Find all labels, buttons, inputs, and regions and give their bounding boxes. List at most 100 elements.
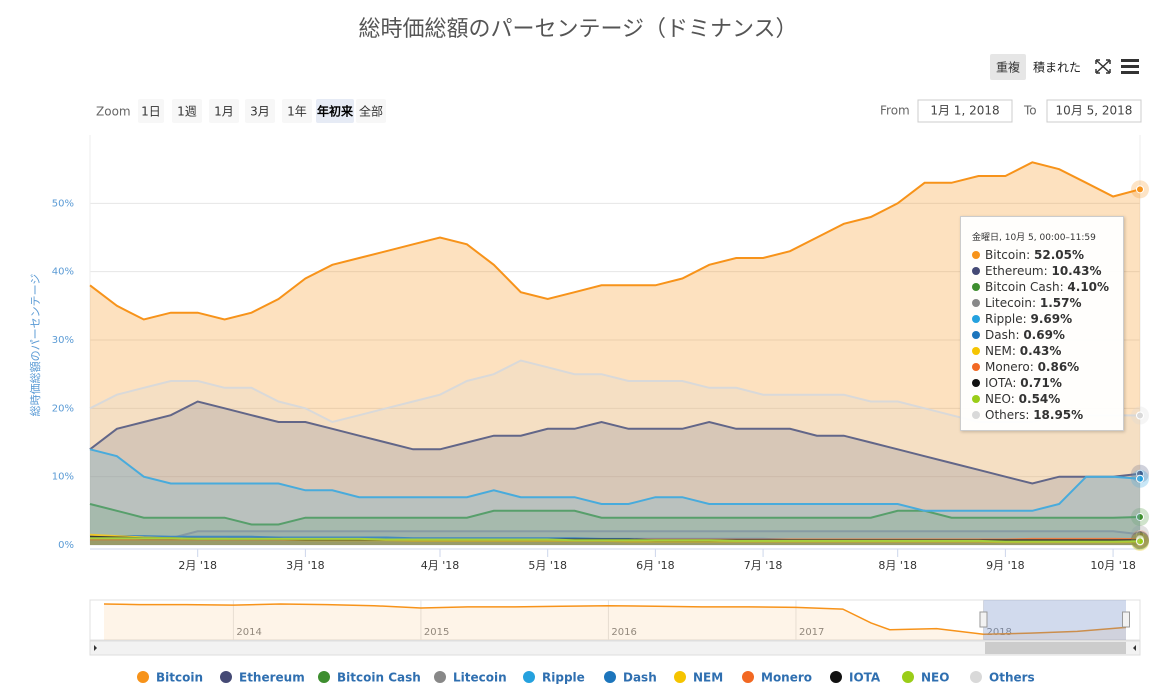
tooltip-row: Bitcoin52.05% [972, 247, 1123, 263]
tooltip-row: Bitcoin Cash4.10% [972, 279, 1123, 295]
tooltip-value: 0.69% [1023, 328, 1065, 342]
zoom-button[interactable]: 1年 [282, 99, 312, 123]
tooltip-row: Monero0.86% [972, 359, 1123, 375]
tooltip-series-name: Litecoin [985, 296, 1040, 310]
legend-label: Ripple [542, 671, 585, 685]
series-end-marker [1136, 512, 1144, 521]
mode-button[interactable]: 積まれた [1030, 54, 1084, 80]
series-line [90, 537, 1141, 543]
zoom-button[interactable]: 1日 [138, 99, 164, 123]
zoom-button[interactable]: 1月 [209, 99, 239, 123]
chart-title: 総時価総額のパーセンテージ（ドミナンス） [358, 17, 797, 42]
legend-item[interactable]: Bitcoin Cash [318, 671, 421, 685]
tooltip-value: 0.54% [1018, 392, 1061, 406]
zoom-button-label: 1年 [287, 105, 307, 119]
tooltip-value: 18.95% [1033, 408, 1084, 422]
tooltip-series-name: NEO [985, 392, 1019, 406]
series-area [90, 360, 1140, 545]
zoom-button-label: 年初来 [317, 104, 354, 119]
legend-marker [970, 671, 982, 683]
navigator-tick-label: 2014 [236, 627, 261, 638]
fullscreen-icon[interactable] [1095, 59, 1111, 74]
mode-button-label: 積まれた [1033, 60, 1081, 75]
legend-label: Ethereum [239, 671, 305, 685]
legend-item[interactable]: NEM [674, 671, 723, 685]
legend-label: Monero [761, 671, 812, 685]
legend-marker [902, 671, 914, 683]
zoom-button[interactable]: 1週 [172, 99, 202, 123]
mode-button-bg [990, 54, 1026, 80]
from-value: 1月 1, 2018 [930, 104, 999, 118]
series-area [90, 449, 1140, 545]
series-line [89, 503, 1141, 526]
legend-marker [523, 671, 535, 683]
zoom-button-bg [172, 99, 202, 123]
zoom-button-bg [356, 99, 386, 123]
legend-label: Dash [623, 671, 657, 685]
scrollbar-thumb[interactable] [985, 642, 1126, 654]
tooltip-marker [972, 363, 980, 371]
legend-item[interactable]: Dash [604, 671, 657, 685]
tooltip-header: 金曜日, 10月 5, 00:00–11:59 [972, 233, 1096, 243]
x-tick-label: 9月 '18 [986, 559, 1025, 572]
tooltip-value: 1.57% [1039, 296, 1082, 310]
legend-label: IOTA [849, 671, 881, 685]
tooltip-series-name: IOTA [985, 376, 1020, 390]
tooltip-row: Dash0.69% [972, 327, 1123, 343]
series-end-marker [1136, 411, 1144, 420]
legend-item[interactable]: Litecoin [434, 671, 507, 685]
legend-item[interactable]: Monero [742, 671, 812, 685]
legend-item[interactable]: Bitcoin [137, 671, 203, 685]
legend-item[interactable]: Ethereum [220, 671, 305, 685]
scrollbar[interactable] [89, 640, 1141, 656]
navigator-handle[interactable] [1122, 611, 1130, 628]
mode-button-bg [1030, 54, 1084, 80]
legend-item[interactable]: Others [970, 671, 1035, 685]
tooltip-row: NEM0.43% [972, 343, 1123, 359]
scroll-right[interactable] [1133, 645, 1136, 651]
zoom-button-label: 1月 [214, 105, 234, 119]
series-line [89, 400, 1141, 485]
legend-marker [434, 671, 446, 683]
x-tick-label: 5月 '18 [528, 559, 567, 572]
tooltip-marker [972, 267, 980, 275]
x-tick-label: 2月 '18 [178, 559, 217, 572]
zoom-button[interactable]: 全部 [356, 99, 386, 123]
zoom-button-bg [282, 99, 312, 123]
legend-item[interactable]: IOTA [830, 671, 881, 685]
from-input[interactable] [917, 99, 1013, 123]
to-input[interactable] [1046, 99, 1142, 123]
tooltip-value: 0.43% [1019, 344, 1062, 358]
legend-label: Others [989, 671, 1035, 685]
scroll-left[interactable] [94, 645, 97, 651]
legend-item[interactable]: NEO [902, 671, 949, 685]
series-area [90, 401, 1140, 545]
tooltip-marker [972, 251, 980, 259]
mode-button-label: 重複 [996, 60, 1020, 75]
zoom-button[interactable]: 3月 [245, 99, 275, 123]
navigator-tick-label: 2015 [424, 627, 449, 638]
tooltip-marker [972, 315, 980, 323]
mode-button[interactable]: 重複 [990, 54, 1026, 80]
tooltip-row: Litecoin1.57% [972, 295, 1123, 311]
tooltip-value: 0.86% [1037, 360, 1080, 374]
zoom-button[interactable]: 年初来 [316, 99, 354, 123]
tooltip-row: Ripple9.69% [972, 311, 1123, 327]
navigator-handle[interactable] [979, 611, 988, 628]
menu-icon[interactable] [1121, 59, 1139, 74]
legend-label: NEO [921, 671, 949, 685]
tooltip-value: 9.69% [1030, 312, 1073, 326]
tooltip-marker [972, 379, 980, 387]
legend-marker [318, 671, 330, 683]
tooltip-marker [972, 411, 980, 419]
legend-item[interactable]: Ripple [523, 671, 585, 685]
navigator-selection[interactable] [983, 600, 1126, 640]
tooltip-value: 4.10% [1067, 280, 1110, 294]
series-end-marker [1136, 537, 1144, 546]
zoom-label: Zoom [96, 105, 131, 119]
series-area [90, 504, 1140, 545]
zoom-button-label: 3月 [250, 105, 270, 119]
tooltip-value: 52.05% [1034, 248, 1084, 262]
x-tick-label: 3月 '18 [286, 559, 325, 572]
